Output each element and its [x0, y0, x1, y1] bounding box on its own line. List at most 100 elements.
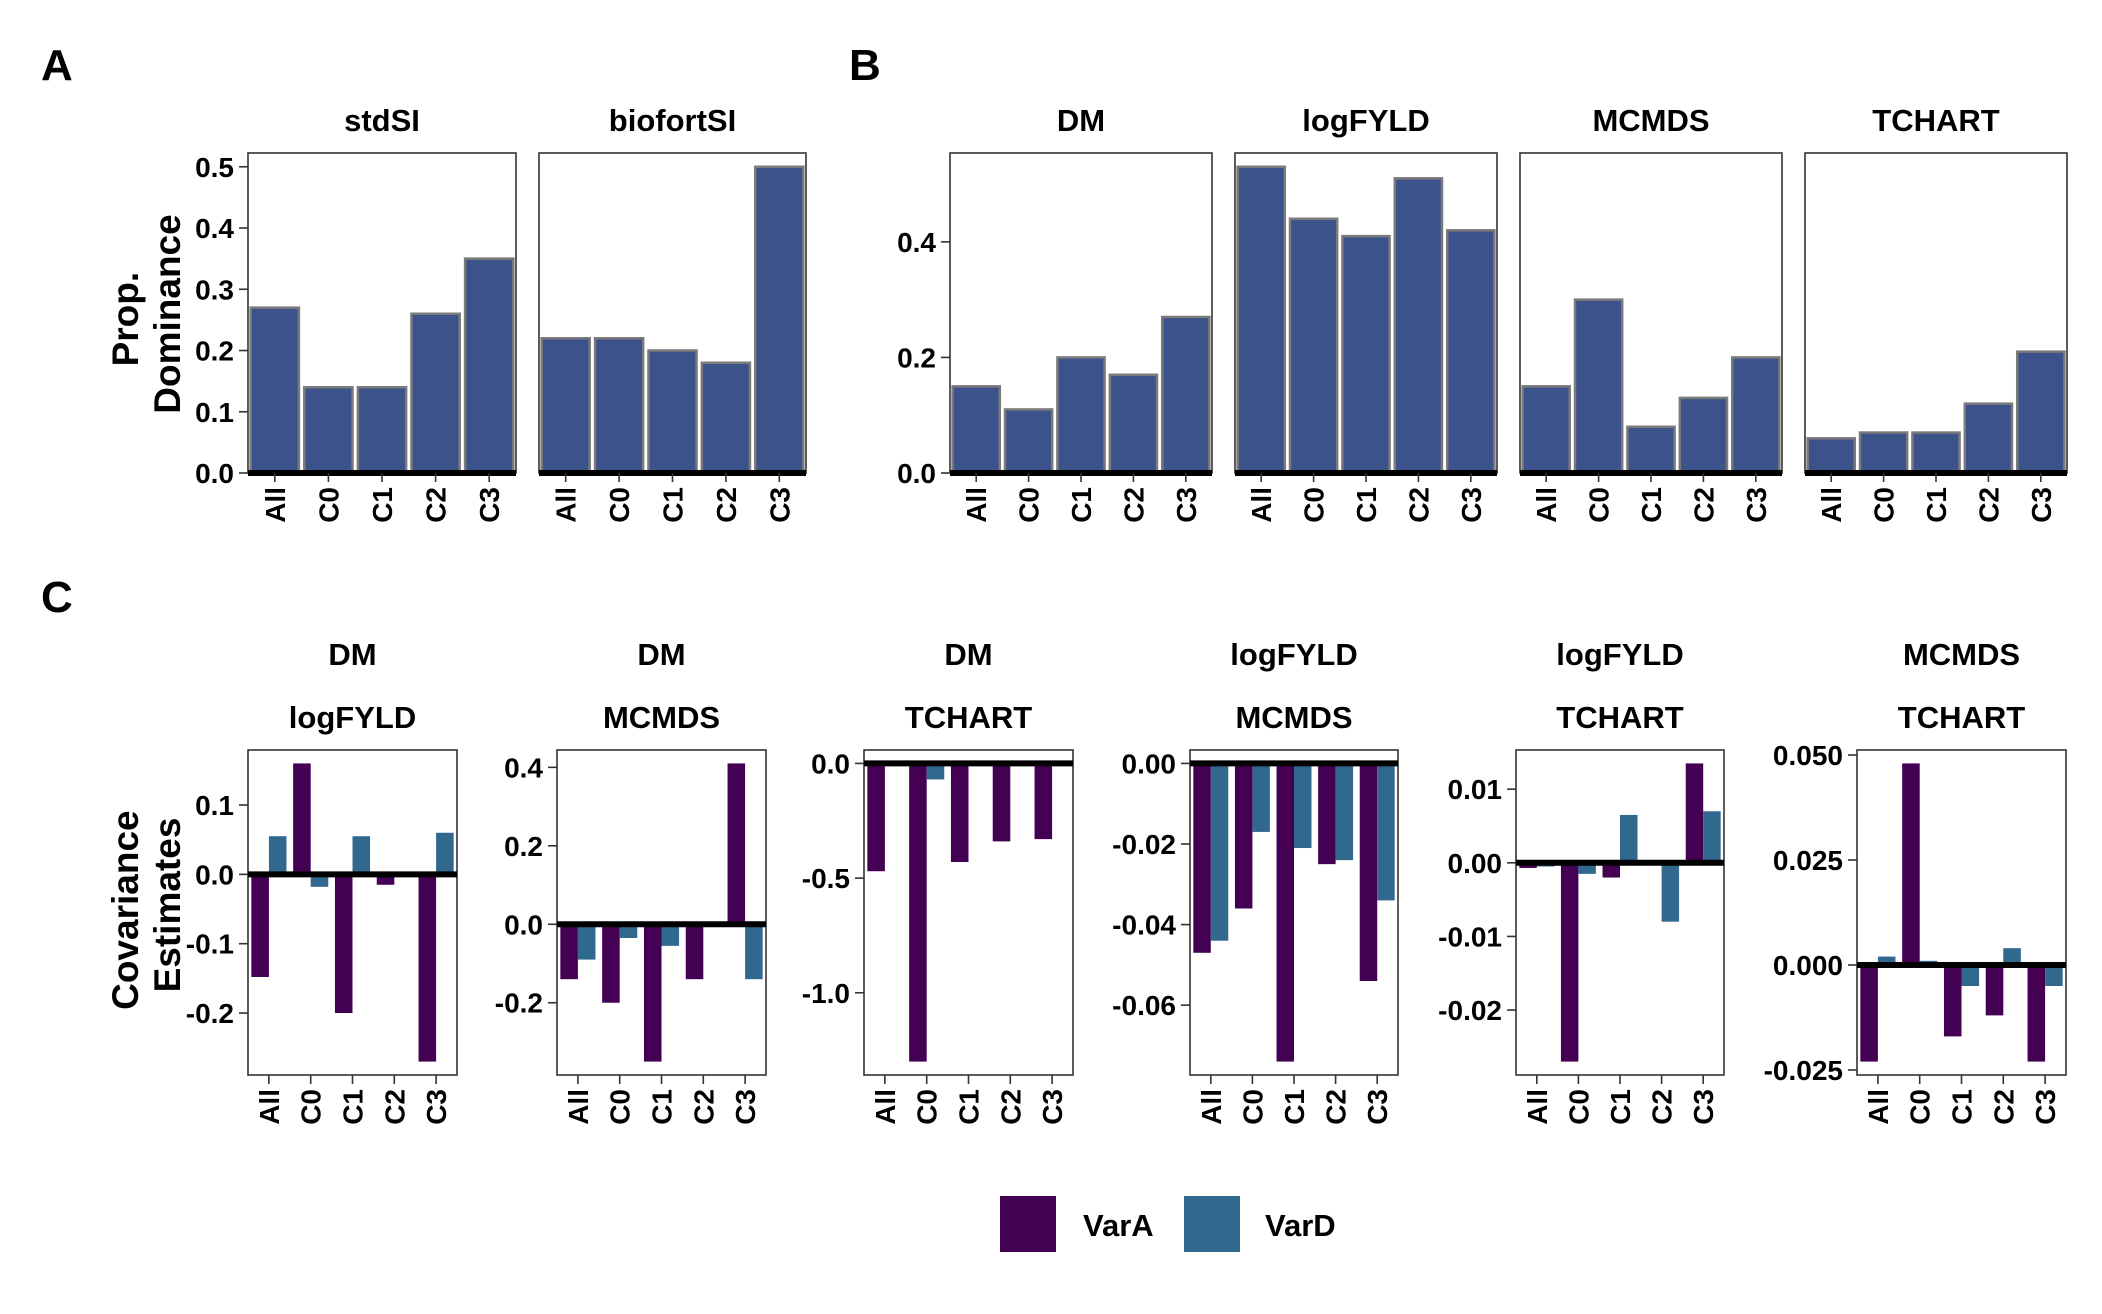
x-tick-label-c1: C1 [647, 1089, 678, 1125]
x-tick-label-c1: C1 [1921, 487, 1952, 523]
bar-c1 [647, 349, 698, 475]
bar-vara-c2 [685, 924, 704, 980]
strip-label-dm: DM [637, 637, 685, 672]
x-tick-label-c0: C0 [1563, 1089, 1594, 1125]
x-tick-label-c3: C3 [1741, 487, 1772, 523]
bar-all [540, 337, 591, 475]
bar-c1 [1911, 431, 1961, 475]
x-tick-label-all: All [260, 487, 291, 523]
x-tick-label-c3: C3 [421, 1089, 452, 1125]
y-tick-label: -0.1 [186, 929, 234, 960]
chart-3: logFYLD All C0 C1 C2 C3 [1234, 103, 1498, 523]
y-tick-label: 0.000 [1773, 950, 1843, 981]
bar-vard-c3 [1377, 763, 1395, 901]
x-tick-label-all: All [1246, 487, 1277, 523]
strip-label-tchart: TCHART [905, 700, 1032, 735]
x-tick-label-c1: C1 [338, 1089, 369, 1125]
bar-vara-c2 [376, 874, 395, 885]
bar-vard-c0 [619, 924, 638, 939]
chart-10: logFYLD TCHART -0.02 -0.01 0.00 0.01 All C0 C1 C2… [1438, 637, 1725, 1125]
x-tick-label-c2: C2 [711, 487, 742, 523]
bar-c3 [1445, 229, 1496, 475]
x-tick-label-c2: C2 [1988, 1089, 2019, 1125]
bar-c3 [463, 257, 515, 475]
bar-vara-c1 [950, 763, 969, 863]
x-tick-label-c2: C2 [995, 1089, 1026, 1125]
bar-vara-c1 [334, 874, 353, 1014]
chart-7: DM MCMDS -0.2 0.0 0.2 0.4 All C0 C1 C2 C3 [495, 637, 767, 1125]
y-tick-label: -0.02 [1112, 829, 1176, 860]
y-tick-label: 0.025 [1773, 845, 1843, 876]
bar-vara-all [1860, 964, 1878, 1062]
bar-vara-c2 [992, 763, 1011, 842]
bar-vara-c3 [727, 763, 746, 925]
bar-c0 [593, 337, 645, 475]
strip-label-mcmds: MCMDS [1592, 103, 1709, 138]
y-axis-title-a-line2: Dominance [147, 214, 188, 413]
x-tick-label-all: All [1522, 1089, 1553, 1125]
bar-vara-all [251, 874, 269, 977]
x-tick-label-c1: C1 [367, 487, 398, 523]
bar-vara-c0 [1234, 763, 1253, 909]
x-tick-label-all: All [551, 487, 582, 523]
bar-c1 [1341, 234, 1391, 475]
strip-label-biofortsi: biofortSI [609, 103, 736, 138]
y-tick-label: -0.04 [1112, 910, 1176, 941]
x-tick-label-c3: C3 [2026, 487, 2057, 523]
y-tick-label: -0.025 [1764, 1055, 1843, 1086]
bar-c3 [754, 165, 805, 475]
y-axis-title-a: Prop. Dominance [105, 214, 188, 413]
bar-vara-c1 [1602, 862, 1620, 878]
x-tick-label-c3: C3 [1171, 487, 1202, 523]
panel-letter-c: C [41, 573, 73, 622]
y-tick-label: 0.0 [195, 859, 234, 890]
bar-vara-c0 [293, 763, 311, 875]
chart-11: MCMDS TCHART -0.025 0.000 0.025 0.050 All C0 C1 C… [1764, 637, 2067, 1125]
bar-vara-all [560, 924, 578, 980]
bar-c2 [1963, 402, 2014, 475]
bar-vara-all [867, 763, 885, 872]
y-axis-title-c-line1: Covariance [105, 810, 146, 1010]
chart-5: TCHART All C0 C1 C2 C3 [1804, 103, 2068, 523]
y-tick-label: -0.06 [1112, 990, 1176, 1021]
bar-vard-c1 [1961, 964, 1980, 986]
chart-6: DM logFYLD -0.2 -0.1 0.0 0.1 All C0 C1 C2 C3 [186, 637, 458, 1125]
bar-c2 [700, 361, 752, 475]
y-tick-label: 0.1 [195, 397, 234, 428]
bar-vard-c3 [436, 832, 454, 875]
chart-2: DM 0.0 0.2 0.4 All C0 C1 C2 C3 [897, 103, 1213, 523]
x-tick-label-c1: C1 [1279, 1089, 1310, 1125]
bar-c0 [1288, 217, 1339, 475]
bar-vard-all [1210, 763, 1229, 941]
y-tick-label: 0.01 [1448, 774, 1503, 805]
y-axis-title-c-line2: Estimates [147, 818, 188, 993]
legend-key-vard [1184, 1196, 1240, 1252]
y-tick-label: 0.0 [504, 909, 543, 940]
x-tick-label-c1: C1 [658, 487, 689, 523]
y-tick-label: 0.0 [811, 748, 850, 779]
bar-vard-c2 [2003, 948, 2021, 965]
bar-c2 [1678, 396, 1729, 475]
x-tick-label-all: All [1531, 487, 1562, 523]
y-tick-label: -1.0 [802, 978, 850, 1009]
y-tick-label: -0.2 [495, 988, 543, 1019]
strip-label-dm: DM [1057, 103, 1105, 138]
y-tick-label: -0.02 [1438, 995, 1502, 1026]
x-tick-label-c3: C3 [1362, 1089, 1393, 1125]
bar-vara-c3 [1359, 763, 1378, 981]
x-tick-label-c3: C3 [1456, 487, 1487, 523]
x-tick-label-c2: C2 [688, 1089, 719, 1125]
bar-vara-c0 [909, 763, 927, 1062]
bar-vara-c0 [602, 924, 620, 1003]
panel-letter-a: A [41, 41, 73, 90]
bar-all [951, 385, 1002, 475]
bar-vard-c3 [2045, 964, 2063, 986]
y-axis-title-c: Covariance Estimates [105, 800, 188, 1010]
bar-vard-c1 [1294, 763, 1312, 849]
chart-8: DM TCHART -1.0 -0.5 0.0 All C0 C1 C2 C3 [802, 637, 1074, 1125]
y-tick-label: 0.2 [195, 336, 234, 367]
chart-1: biofortSI All C0 C1 C2 C3 [538, 103, 807, 523]
bar-vard-c0 [1252, 763, 1270, 832]
x-tick-label-c2: C2 [1973, 487, 2004, 523]
